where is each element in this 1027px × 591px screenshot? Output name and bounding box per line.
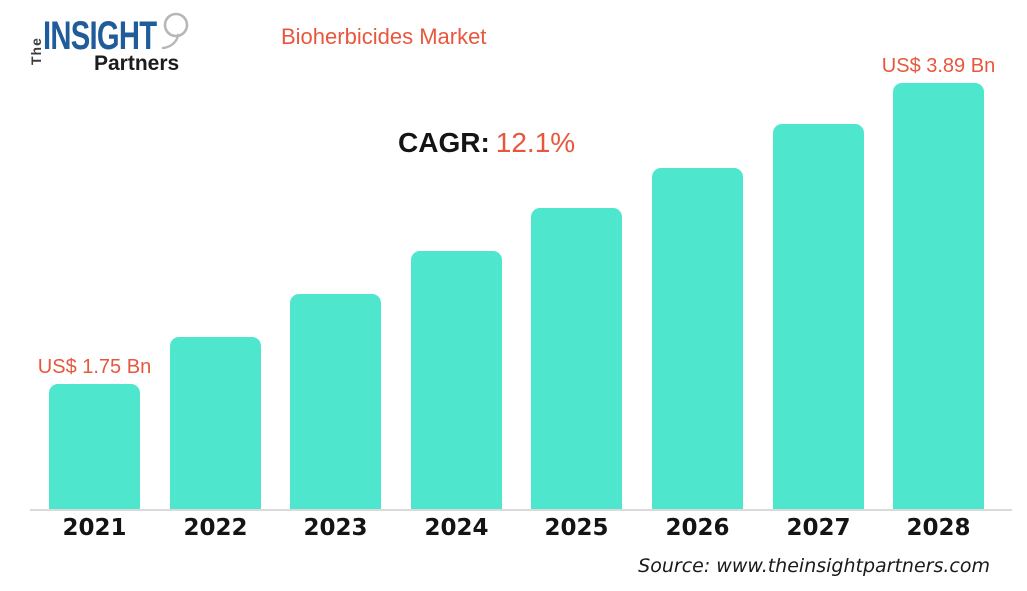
cagr-annotation: CAGR: 12.1% — [398, 127, 575, 159]
bar-2021 — [49, 384, 140, 509]
data-label-2021: US$ 1.75 Bn — [37, 356, 152, 378]
bar-2022 — [170, 337, 261, 509]
data-label-2028: US$ 3.89 Bn — [881, 55, 996, 77]
x-axis-line — [30, 509, 1012, 511]
x-tick-2028: 2028 — [906, 515, 971, 541]
logo-insight-text: INSIGHT — [43, 14, 157, 58]
bar-2027 — [773, 124, 864, 509]
cagr-value: 12.1% — [495, 127, 576, 158]
chart-title: Bioherbicides Market — [281, 24, 487, 49]
bar-2028 — [893, 83, 984, 509]
source-attribution: Source: www.theinsightpartners.com — [638, 555, 990, 577]
bar-2025 — [531, 208, 622, 509]
cagr-label: CAGR: — [398, 127, 490, 158]
x-tick-2027: 2027 — [786, 515, 851, 541]
x-tick-2022: 2022 — [183, 515, 248, 541]
x-tick-2023: 2023 — [303, 515, 368, 541]
insight-partners-logo: The INSIGHT Partners — [28, 8, 198, 80]
logo-partners-text: Partners — [94, 52, 180, 75]
x-tick-2025: 2025 — [544, 515, 609, 541]
x-tick-2026: 2026 — [665, 515, 730, 541]
bar-2026 — [652, 168, 743, 509]
bar-2024 — [411, 251, 502, 509]
magnifying-glass-icon — [161, 12, 189, 50]
x-tick-2021: 2021 — [62, 515, 127, 541]
x-tick-2024: 2024 — [424, 515, 489, 541]
logo-the-text: The — [28, 37, 44, 65]
bar-2023 — [290, 294, 381, 509]
